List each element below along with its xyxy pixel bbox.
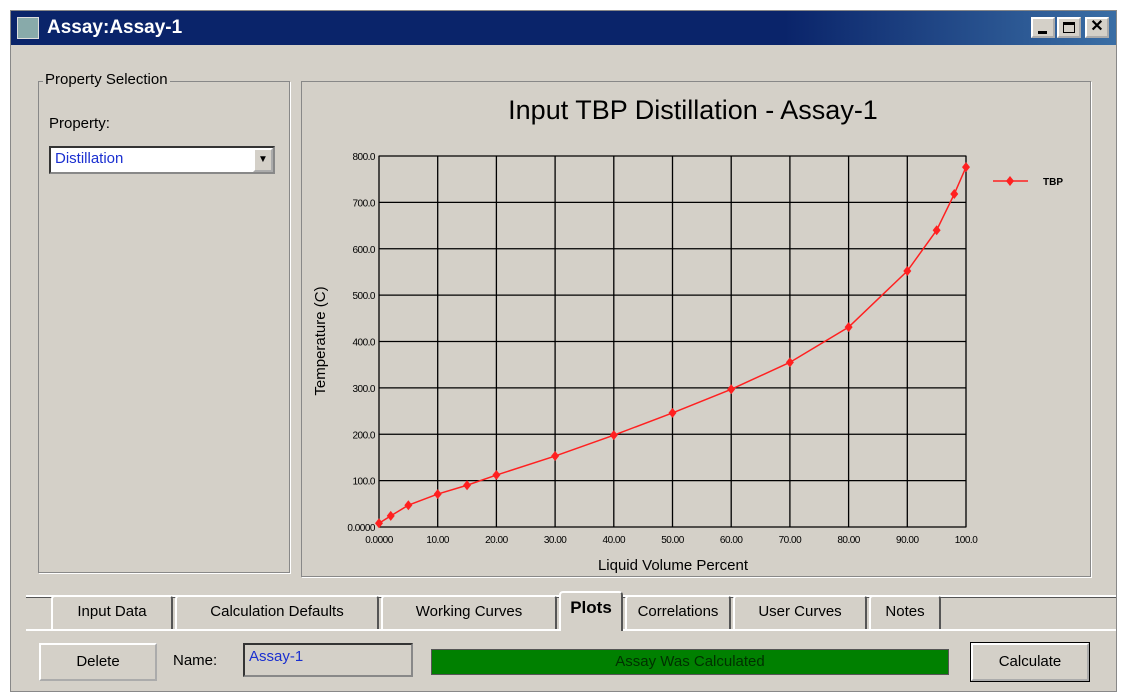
status-bar: Assay Was Calculated <box>431 649 949 675</box>
tab[interactable]: Correlations <box>625 595 731 629</box>
data-point <box>551 451 560 462</box>
data-point <box>785 357 794 368</box>
data-point <box>950 189 959 200</box>
tab[interactable]: Plots <box>559 591 623 631</box>
x-tick-label: 0.0000 <box>365 535 394 546</box>
y-tick-label: 300.0 <box>352 384 375 395</box>
x-tick-label: 50.00 <box>661 535 684 546</box>
y-tick-label: 800.0 <box>352 152 375 163</box>
y-tick-label: 200.0 <box>352 430 375 441</box>
data-point <box>375 518 383 529</box>
chart-title: Input TBP Distillation - Assay-1 <box>508 95 878 125</box>
y-tick-label: 0.0000 <box>347 523 376 534</box>
tab[interactable]: User Curves <box>733 595 867 629</box>
window: Assay:Assay-1 ✕ Property Selection Prope… <box>10 10 1117 692</box>
property-dropdown[interactable]: Distillation ▼ <box>49 146 275 174</box>
y-axis-label: Temperature (C) <box>312 286 329 395</box>
x-tick-label: 60.00 <box>720 535 743 546</box>
delete-button[interactable]: Delete <box>39 643 157 681</box>
tab[interactable]: Input Data <box>51 595 173 629</box>
data-point <box>932 225 941 236</box>
data-point <box>609 430 618 441</box>
y-tick-label: 700.0 <box>352 198 375 209</box>
x-tick-label: 90.00 <box>896 535 919 546</box>
data-point <box>668 407 677 418</box>
y-tick-label: 500.0 <box>352 291 375 302</box>
chart-panel <box>301 81 1091 577</box>
x-tick-label: 10.00 <box>426 535 449 546</box>
property-label: Property: <box>49 115 110 132</box>
x-tick-label: 40.00 <box>603 535 626 546</box>
legend-label: TBP <box>1043 177 1063 188</box>
data-point <box>433 489 442 500</box>
name-input[interactable]: Assay-1 <box>243 643 413 677</box>
tab[interactable]: Calculation Defaults <box>175 595 379 629</box>
group-legend: Property Selection <box>43 71 170 88</box>
chart: Input TBP Distillation - Assay-1 Liquid … <box>312 95 1063 574</box>
calculate-button[interactable]: Calculate <box>970 642 1090 682</box>
x-tick-label: 20.00 <box>485 535 508 546</box>
maximize-button[interactable] <box>1057 17 1081 38</box>
y-tick-label: 600.0 <box>352 245 375 256</box>
data-point <box>492 470 501 481</box>
data-point <box>727 384 736 395</box>
data-point <box>903 266 912 277</box>
legend-marker <box>1006 176 1014 186</box>
window-title: Assay:Assay-1 <box>47 17 183 38</box>
data-point <box>404 500 413 511</box>
y-tick-label: 400.0 <box>352 338 375 349</box>
x-axis-label: Liquid Volume Percent <box>598 557 749 574</box>
data-point <box>386 510 395 521</box>
dropdown-value: Distillation <box>55 150 124 167</box>
name-label: Name: <box>173 652 218 669</box>
data-point <box>962 162 970 173</box>
tab[interactable]: Working Curves <box>381 595 557 629</box>
y-tick-label: 100.0 <box>352 477 375 488</box>
x-tick-label: 70.00 <box>779 535 802 546</box>
close-button[interactable]: ✕ <box>1085 17 1109 38</box>
data-point <box>844 322 853 333</box>
data-point <box>463 480 472 491</box>
x-tick-label: 30.00 <box>544 535 567 546</box>
title-bar: Assay:Assay-1 <box>11 11 1116 45</box>
app-icon <box>17 17 39 39</box>
x-tick-label: 100.0 <box>955 535 978 546</box>
series-line <box>378 166 967 524</box>
minimize-button[interactable] <box>1031 17 1055 38</box>
x-tick-label: 80.00 <box>837 535 860 546</box>
tab[interactable]: Notes <box>869 595 941 629</box>
